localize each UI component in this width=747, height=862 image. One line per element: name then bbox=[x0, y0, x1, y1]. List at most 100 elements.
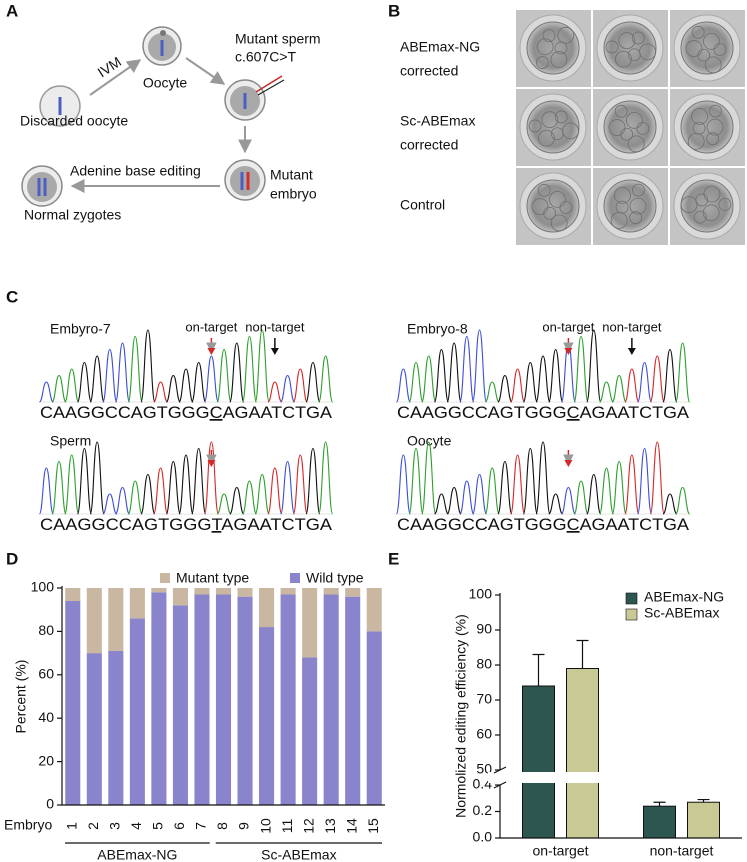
chromatogram-peak bbox=[102, 348, 118, 403]
chromatogram-peak bbox=[203, 441, 219, 515]
chromatogram-peak bbox=[649, 441, 665, 515]
cell bbox=[550, 214, 568, 232]
axis bbox=[499, 593, 742, 839]
legend-swatch bbox=[290, 573, 300, 583]
label-mutation: c.607C>T bbox=[235, 49, 297, 65]
bar-segment bbox=[151, 588, 167, 593]
label-embryo: embryo bbox=[270, 186, 317, 202]
panel-a: A IVM Discarded oocyte Oocyte Mutant spe… bbox=[6, 1, 321, 222]
chromatogram-peak bbox=[497, 374, 513, 403]
cell bbox=[704, 56, 722, 74]
chromatogram-peak bbox=[178, 368, 194, 403]
chromatogram-peak bbox=[280, 374, 296, 403]
cell bbox=[709, 104, 722, 118]
row-label: corrected bbox=[400, 137, 458, 153]
bar-segment bbox=[259, 588, 275, 628]
bar-segment bbox=[323, 594, 339, 805]
chromatogram-peak bbox=[191, 361, 207, 403]
group-label: Sc-ABEmax bbox=[261, 847, 336, 862]
arrow-head bbox=[564, 348, 573, 355]
x-tick-label: 2 bbox=[85, 822, 101, 830]
cell bbox=[562, 122, 579, 140]
bar-segment bbox=[366, 588, 382, 632]
row-label: Sc-ABEmax bbox=[400, 113, 475, 129]
chromatogram-peak bbox=[408, 447, 424, 515]
sequence: CAAGGCCAGTGGG CAGAATCTGA bbox=[40, 403, 333, 422]
axis bbox=[61, 586, 385, 806]
bar-segment bbox=[237, 588, 253, 597]
chromatogram-peak bbox=[216, 493, 232, 515]
chromatogram-peak bbox=[254, 473, 270, 515]
chromatogram-peak bbox=[675, 342, 691, 403]
mutant-embryo bbox=[224, 159, 266, 201]
normal-zygote bbox=[21, 165, 63, 207]
chromatogram-peak bbox=[241, 335, 258, 403]
cell bbox=[614, 186, 631, 204]
arrow-head bbox=[627, 348, 636, 355]
oocyte bbox=[142, 26, 182, 66]
chromatogram-peak bbox=[484, 381, 500, 403]
legend-swatch bbox=[625, 592, 638, 605]
cell bbox=[542, 29, 556, 43]
label-embryo: Mutant bbox=[270, 167, 313, 183]
bar-segment bbox=[215, 588, 232, 595]
y-axis-label: Percent (%) bbox=[13, 660, 29, 734]
chromatogram-peak bbox=[510, 368, 526, 403]
y-tick-label: 90 bbox=[476, 621, 492, 637]
arrow-head bbox=[207, 460, 216, 467]
sequence-part: C bbox=[210, 403, 223, 422]
cell bbox=[538, 129, 555, 147]
cell bbox=[536, 38, 554, 56]
bar-segment bbox=[302, 588, 318, 658]
sequence: CAAGGCCAGTGGG TAGAATCTGA bbox=[40, 515, 333, 534]
cell bbox=[615, 50, 632, 68]
chromatogram-peak bbox=[675, 486, 691, 515]
x-tick-label: 7 bbox=[193, 822, 209, 830]
chromatogram-peak bbox=[305, 361, 321, 403]
error-bar bbox=[532, 653, 545, 686]
panel-label: D bbox=[6, 549, 18, 568]
chromatogram-peak bbox=[395, 368, 411, 403]
cell bbox=[693, 210, 707, 224]
x-tick-label: 13 bbox=[322, 818, 338, 834]
bar-segment bbox=[194, 588, 210, 595]
chromatogram-peak bbox=[178, 454, 194, 515]
chromatogram-peak bbox=[153, 467, 169, 515]
x-tick-label: 15 bbox=[365, 818, 381, 834]
chromatogram-peak bbox=[548, 348, 564, 403]
chromatogram-peak bbox=[624, 454, 640, 515]
chromatogram-peak bbox=[471, 329, 488, 403]
sequence-part: CAAGGCCAGTGGG bbox=[40, 403, 210, 422]
panel-b: B ABEmax-NG corrected Sc-ABEmax corrected Co… bbox=[388, 1, 745, 245]
label-non-target: non-target bbox=[602, 319, 662, 334]
x-tick-label: 11 bbox=[279, 819, 295, 834]
legend-label: ABEmax-NG bbox=[644, 589, 724, 605]
bar-segment bbox=[345, 596, 361, 805]
chromatogram-peak bbox=[267, 381, 283, 403]
sequence: CAAGGCCAGTGGG CAGAATCTGA bbox=[397, 403, 690, 422]
cell bbox=[632, 183, 645, 197]
label-non-target: non-target bbox=[245, 319, 305, 334]
trace-name: Oocyte bbox=[407, 433, 452, 449]
chromatogram-peak bbox=[522, 447, 538, 515]
y-tick-label: 80 bbox=[476, 656, 492, 672]
arrow-head bbox=[564, 460, 573, 467]
legend-swatch bbox=[625, 608, 638, 621]
error-bar bbox=[653, 801, 666, 807]
cell bbox=[636, 122, 650, 135]
bar-segment bbox=[129, 588, 145, 619]
chromatogram-peak bbox=[76, 447, 92, 515]
error-bar bbox=[697, 798, 710, 803]
y-tick-label: 20 bbox=[38, 752, 54, 768]
panel-e: E Normolized editing efficiency (%)0.0 0.2… bbox=[388, 549, 742, 859]
cell bbox=[691, 25, 705, 39]
chromatogram-peak bbox=[140, 329, 156, 403]
x-tick-label: 4 bbox=[128, 822, 144, 830]
cell bbox=[702, 204, 720, 222]
sequence-part: CAAGGCCAGTGGG bbox=[397, 515, 567, 534]
bar-segment bbox=[215, 594, 232, 805]
label-on-target: on-target bbox=[185, 319, 237, 334]
